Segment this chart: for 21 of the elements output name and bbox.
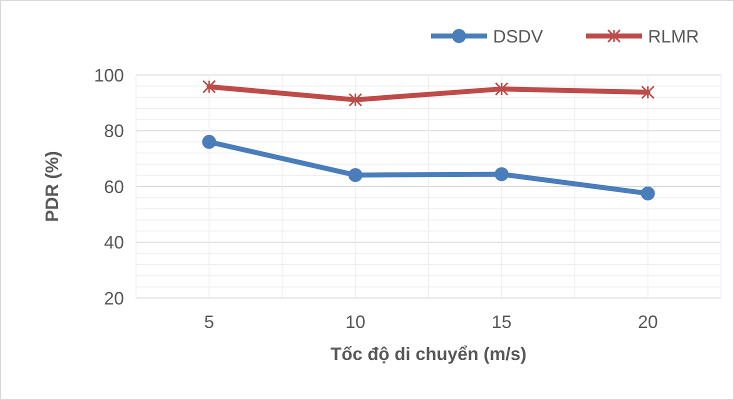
x-tick-label: 10 bbox=[345, 312, 366, 332]
y-tick-label: 40 bbox=[104, 232, 124, 253]
legend-label: RLMR bbox=[648, 26, 700, 46]
point bbox=[641, 85, 655, 100]
point bbox=[494, 167, 509, 182]
point bbox=[348, 168, 362, 182]
y-tick-label: 80 bbox=[104, 121, 124, 142]
legend-label: DSDV bbox=[493, 26, 544, 46]
point bbox=[202, 80, 216, 94]
x-tick-label: 20 bbox=[638, 312, 658, 332]
point bbox=[348, 93, 362, 107]
x-tick-label: 15 bbox=[492, 312, 512, 332]
y-tick-label: 100 bbox=[94, 65, 124, 86]
y-axis-title: PDR (%) bbox=[42, 150, 62, 222]
y-tick-label: 20 bbox=[104, 288, 124, 308]
y-tick-label: 60 bbox=[104, 176, 124, 197]
point bbox=[494, 82, 508, 96]
point bbox=[202, 134, 216, 149]
point bbox=[640, 186, 655, 200]
x-tick-label: 5 bbox=[204, 312, 214, 332]
x-axis-title: Tốc độ di chuyển (m/s) bbox=[330, 344, 527, 364]
